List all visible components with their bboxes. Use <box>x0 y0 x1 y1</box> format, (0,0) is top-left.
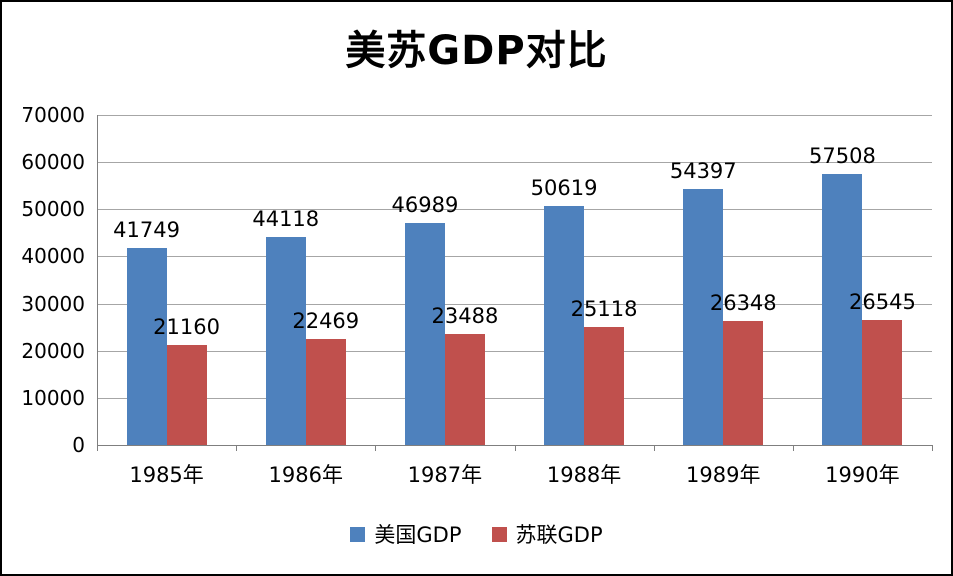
bar-苏联GDP-1988年 <box>584 326 625 445</box>
bar-苏联GDP-1990年 <box>862 319 903 445</box>
y-axis-line <box>97 115 98 446</box>
data-label: 23488 <box>431 304 499 329</box>
legend-swatch-icon <box>350 526 366 542</box>
gridline <box>97 397 932 399</box>
data-label: 57508 <box>809 143 876 168</box>
y-axis-tick-label: 50000 <box>21 197 85 222</box>
bar-美国GDP-1986年 <box>265 237 306 445</box>
x-axis-tick <box>97 445 98 451</box>
gridline <box>97 115 932 116</box>
data-label: 21160 <box>153 315 220 340</box>
data-label: 26348 <box>709 290 777 315</box>
x-axis-category-label: 1986年 <box>268 463 343 487</box>
bar-美国GDP-1985年 <box>126 248 167 445</box>
x-axis-tick <box>932 445 933 451</box>
bar-美国GDP-1988年 <box>544 206 585 445</box>
data-label: 22469 <box>292 309 360 334</box>
y-axis-tick-label: 60000 <box>21 150 85 175</box>
x-axis-category-label: 1985年 <box>129 463 204 487</box>
data-label: 50619 <box>530 176 598 201</box>
y-axis-tick-label: 20000 <box>21 338 85 363</box>
bar-苏联GDP-1985年 <box>166 345 207 445</box>
y-axis-tick-label: 0 <box>72 433 85 457</box>
data-label: 41749 <box>113 218 180 243</box>
gridline <box>97 162 932 164</box>
gridline <box>97 209 932 211</box>
y-axis-tick-label: 70000 <box>21 103 85 127</box>
legend-label: 苏联GDP <box>515 523 603 547</box>
data-label: 26545 <box>849 289 916 314</box>
bar-苏联GDP-1986年 <box>305 339 346 445</box>
y-axis-tick-label: 10000 <box>21 385 85 410</box>
x-axis-category-label: 1989年 <box>686 463 761 487</box>
gridline <box>97 303 932 305</box>
x-axis-category-label: 1990年 <box>825 463 900 487</box>
bar-苏联GDP-1989年 <box>723 320 764 445</box>
x-axis-tick <box>653 445 655 451</box>
x-axis-tick <box>375 445 377 451</box>
bar-美国GDP-1987年 <box>404 223 445 445</box>
data-label: 54397 <box>669 158 737 183</box>
y-axis-tick-label: 40000 <box>21 244 85 269</box>
data-label: 25118 <box>570 296 638 321</box>
legend: 美国GDP 苏联GDP <box>2 519 951 549</box>
plot-area: 0 10000 20000 30000 40000 50000 60000 70000 4174… <box>21 103 933 487</box>
x-axis-category-label: 1988年 <box>546 463 622 487</box>
x-axis-category-label: 1987年 <box>407 463 483 487</box>
chart-title: 美苏GDP对比 <box>345 28 608 74</box>
x-axis-tick <box>792 445 794 451</box>
x-axis-tick <box>236 445 238 451</box>
legend-item: 苏联GDP <box>491 519 603 549</box>
legend-item: 美国GDP <box>350 519 462 549</box>
legend-swatch-icon <box>491 526 507 542</box>
bar-美国GDP-1990年 <box>822 173 863 445</box>
gridline <box>97 256 932 258</box>
bar-苏联GDP-1987年 <box>444 334 485 445</box>
y-axis-tick-label: 30000 <box>21 291 85 316</box>
legend-label: 美国GDP <box>374 523 462 547</box>
bar-美国GDP-1989年 <box>683 188 724 445</box>
x-axis-tick <box>514 445 516 451</box>
gridline <box>97 350 932 352</box>
data-label: 44118 <box>252 207 320 232</box>
data-label: 46989 <box>391 193 459 218</box>
